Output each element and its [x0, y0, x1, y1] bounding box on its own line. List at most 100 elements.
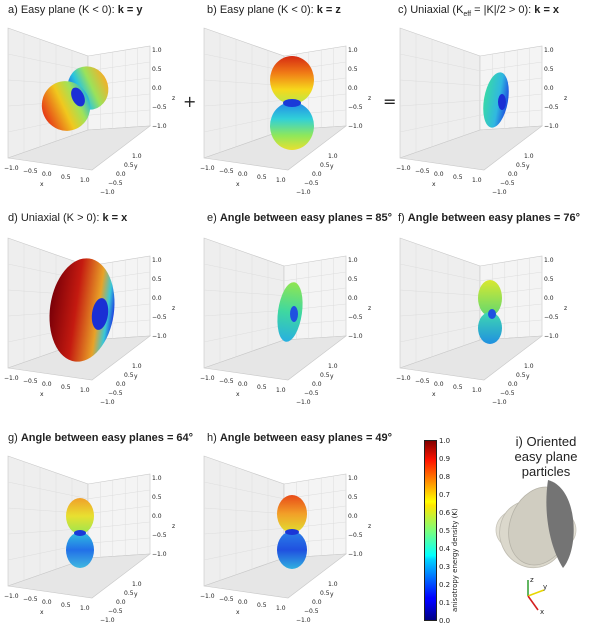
panel-a-x-tick: −0.5: [23, 168, 38, 175]
colorbar-tick: 0.9: [439, 455, 451, 463]
panel-e-x-tick: −0.5: [219, 378, 234, 385]
panel-c-frame: 1.0 0.5 0.0 −0.5 −1.0 z −1.0 −0.5 0.0 0.5 1.0 x −1.0…: [396, 27, 567, 196]
panel-e-x-tick: 1.0: [276, 387, 286, 394]
panel-g-axes: 1.0 0.5 0.0 −0.5 −1.0 z −1.0 −0.5 0.0 0.5 1.0 x −1.0…: [4, 455, 175, 624]
panel-h-surface: [277, 495, 307, 569]
panel-f-x-tick: 1.0: [472, 387, 482, 394]
panel-b-x-tick: 0.5: [257, 174, 267, 181]
panel-h-y-tick: 0.5: [320, 590, 330, 597]
panel-a-frame: 1.0 0.5 0.0 −0.5 −1.0 z −1.0 −0.5 0.0 0.5 1.0 x −1.0…: [4, 27, 175, 196]
panel-f-z-tick: 0.0: [544, 295, 554, 302]
panel-b-x-tick: −1.0: [200, 165, 215, 172]
panel-a-x-label: x: [40, 181, 44, 188]
xyz-triad-icon: z y x: [527, 576, 547, 616]
panel-d-z-tick: 0.5: [152, 276, 162, 283]
panel-h-y-tick: −0.5: [304, 608, 319, 615]
panel-c-z-tick: 0.0: [544, 85, 554, 92]
panel-d-surface: [49, 258, 115, 362]
panel-f-z-tick: 0.5: [544, 276, 554, 283]
panel-h-x-tick: −0.5: [219, 596, 234, 603]
panel-d-y-tick: 1.0: [132, 363, 142, 370]
panel-c-x-tick: −1.0: [396, 165, 411, 172]
colorbar-tick: 0.1: [439, 599, 451, 607]
panel-d-x-tick: −1.0: [4, 375, 19, 382]
panel-f-axes: 1.0 0.5 0.0 −0.5 −1.0 z −1.0 −0.5 0.0 0.5 1.0 x −1.0…: [396, 237, 567, 406]
easy-plane-disk-dark: [546, 480, 574, 568]
panel-f-x-tick: 0.5: [453, 384, 463, 391]
panel-g-surface: [66, 498, 94, 568]
panel-e-z-tick: −0.5: [348, 314, 363, 321]
panel-b-z-tick: −1.0: [348, 123, 363, 130]
panel-f-y-tick: 1.0: [524, 363, 534, 370]
panel-e-z-tick: −1.0: [348, 333, 363, 340]
panel-f-z-tick: −1.0: [544, 333, 559, 340]
colorbar-tick: 0.5: [439, 527, 451, 535]
panel-a-y-tick: −0.5: [108, 180, 123, 187]
panel-g-x-tick: −1.0: [4, 593, 19, 600]
panel-a-x-tick: 0.5: [61, 174, 71, 181]
panel-g-z-tick: −0.5: [152, 532, 167, 539]
panel-b-z-tick: 0.0: [348, 85, 358, 92]
panel-g-x-tick: −0.5: [23, 596, 38, 603]
panel-c-y-tick: 1.0: [524, 153, 534, 160]
colorbar-tick: 0.8: [439, 473, 451, 481]
panel-h-x-tick: 0.0: [238, 599, 248, 606]
panel-h-z-tick: 0.5: [348, 494, 358, 501]
panel-d-y-tick: −1.0: [100, 399, 115, 406]
panel-d-x-tick: 0.5: [61, 384, 71, 391]
panel-a-y-tick: 1.0: [132, 153, 142, 160]
panel-h-z-tick: 0.0: [348, 513, 358, 520]
panel-b-x-tick: 0.0: [238, 171, 248, 178]
panel-c-x-tick: 0.0: [434, 171, 444, 178]
panel-e-z-label: z: [368, 305, 371, 312]
panel-b-x-tick: −0.5: [219, 168, 234, 175]
panel-c-z-tick: −0.5: [544, 104, 559, 111]
panel-g-x-label: x: [40, 609, 44, 616]
panel-e-x-tick: −1.0: [200, 375, 215, 382]
panel-a-z-tick: 0.5: [152, 66, 162, 73]
panel-h-y-tick: −1.0: [296, 617, 311, 624]
panel-g-y-tick: 0.5: [124, 590, 134, 597]
panel-f-x-tick: 0.0: [434, 381, 444, 388]
panel-a-x-tick: −1.0: [4, 165, 19, 172]
colorbar: [424, 440, 437, 621]
panel-h-x-tick: −1.0: [200, 593, 215, 600]
colorbar-label: anisotropy energy density (K): [451, 508, 459, 612]
colorbar-tick: 0.3: [439, 563, 451, 571]
plus-operator: +: [183, 92, 197, 111]
panel-h-x-label: x: [236, 609, 240, 616]
panel-b-y-tick: 0.0: [312, 171, 322, 178]
panel-c-surface: [483, 72, 509, 128]
panel-c-y-label: y: [526, 163, 530, 170]
panel-c-y-tick: −0.5: [500, 180, 515, 187]
panel-g-y-tick: −1.0: [100, 617, 115, 624]
panel-c-axes: 1.0 0.5 0.0 −0.5 −1.0 z −1.0 −0.5 0.0 0.5 1.0 x −1.0…: [396, 27, 567, 196]
panel-a-y-label: y: [134, 163, 138, 170]
panel-i-line3: particles: [521, 464, 571, 479]
panel-h-x-tick: 0.5: [257, 602, 267, 609]
triad-z-label: z: [530, 576, 534, 584]
panel-b-y-tick: −0.5: [304, 180, 319, 187]
panel-c-y-tick: 0.0: [508, 171, 518, 178]
panel-e-surface: [277, 282, 303, 342]
colorbar-tick: 0.6: [439, 509, 451, 517]
panel-g-y-tick: −0.5: [108, 608, 123, 615]
panel-e-z-tick: 0.5: [348, 276, 358, 283]
panel-b-z-tick: −0.5: [348, 104, 363, 111]
colorbar-tick: 0.2: [439, 581, 451, 589]
panel-i-title: i) Oriented easy plane particles: [500, 434, 592, 479]
panel-h-title: h) Angle between easy planes = 49°: [207, 432, 393, 444]
panel-h-y-tick: 0.0: [312, 599, 322, 606]
panel-d-title: d) Uniaxial (K > 0): k = x: [8, 212, 128, 224]
panel-c-x-tick: 1.0: [472, 177, 482, 184]
panel-e-title: e) Angle between easy planes = 85°: [207, 212, 393, 224]
panel-g-frame: 1.0 0.5 0.0 −0.5 −1.0 z −1.0 −0.5 0.0 0.5 1.0 x −1.0…: [4, 455, 175, 624]
panel-b-x-tick: 1.0: [276, 177, 286, 184]
panel-a-axes: 1.0 0.5 0.0 −0.5 −1.0 z −1.0 −0.5 0.0 0.5 1.0 x −1.0…: [4, 27, 175, 196]
panel-g-x-tick: 1.0: [80, 605, 90, 612]
panel-g-y-label: y: [134, 591, 138, 598]
panel-c-x-tick: −0.5: [415, 168, 430, 175]
panel-c-title: c) Uniaxial (Keff = |K|/2 > 0): k = x: [398, 4, 560, 19]
panel-b-surface: [270, 56, 314, 150]
panel-e-x-tick: 0.0: [238, 381, 248, 388]
